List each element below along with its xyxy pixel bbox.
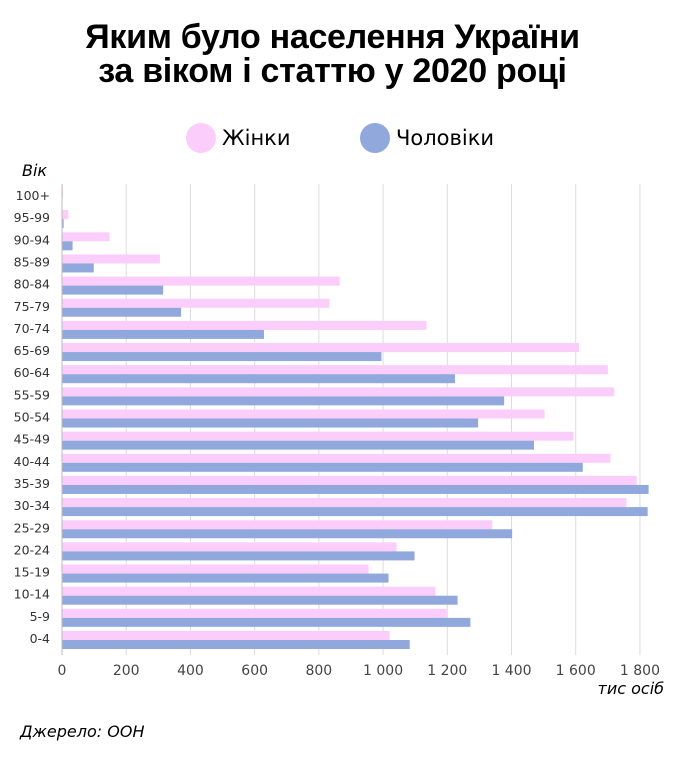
x-tick-label: 400 bbox=[177, 663, 204, 679]
legend-label-men: Чоловіки bbox=[396, 126, 495, 150]
x-tick-label: 1 000 bbox=[363, 663, 403, 679]
y-tick-label: 40-44 bbox=[14, 454, 50, 469]
y-tick-label: 85-89 bbox=[14, 254, 50, 269]
bar-women bbox=[62, 608, 447, 618]
chart-legend: Жінки Чоловіки bbox=[0, 120, 690, 156]
bar-men bbox=[62, 595, 458, 605]
y-tick-label: 45-49 bbox=[14, 432, 50, 447]
y-tick-label: 35-39 bbox=[14, 476, 50, 491]
bar-women bbox=[62, 365, 608, 375]
bar-men bbox=[62, 617, 471, 627]
chart-title: Яким було населення України за віком і с… bbox=[0, 20, 665, 88]
bar-women bbox=[62, 298, 330, 308]
legend-swatch-women bbox=[186, 123, 216, 153]
chart-title-line-2: за віком і статтю у 2020 році bbox=[98, 52, 567, 90]
bar-men bbox=[62, 263, 94, 273]
bar-men bbox=[62, 219, 64, 229]
y-tick-label: 30-34 bbox=[14, 498, 50, 513]
x-axis-label: тис осіб bbox=[598, 679, 665, 698]
legend-item-men: Чоловіки bbox=[360, 120, 494, 156]
bar-women bbox=[62, 232, 110, 242]
bar-men bbox=[62, 440, 534, 450]
bar-women bbox=[62, 475, 637, 485]
bar-women bbox=[62, 210, 69, 220]
y-tick-label: 55-59 bbox=[14, 387, 50, 402]
bar-men bbox=[62, 551, 415, 561]
bar-men bbox=[62, 418, 479, 428]
bar-women bbox=[62, 542, 397, 552]
x-tick-label: 1 800 bbox=[620, 663, 660, 679]
y-tick-label: 20-24 bbox=[14, 542, 50, 557]
bar-women bbox=[62, 631, 390, 640]
bar-men bbox=[62, 484, 649, 494]
bar-women bbox=[62, 343, 579, 353]
bar-men bbox=[62, 307, 182, 317]
y-tick-label: 95-99 bbox=[14, 210, 50, 225]
bar-women bbox=[62, 586, 436, 596]
bar-men bbox=[62, 329, 264, 339]
chart-title-line-1: Яким було населення України bbox=[85, 18, 580, 56]
bar-women bbox=[62, 520, 493, 530]
bar-women bbox=[62, 564, 369, 574]
bar-men bbox=[62, 573, 389, 583]
bar-women bbox=[62, 254, 160, 264]
y-tick-label: 10-14 bbox=[14, 587, 50, 602]
bar-men bbox=[62, 529, 513, 539]
y-tick-label: 80-84 bbox=[14, 277, 50, 292]
bar-women bbox=[62, 320, 427, 330]
bar-women bbox=[62, 498, 627, 508]
x-tick-label: 800 bbox=[305, 663, 332, 679]
y-tick-label: 70-74 bbox=[14, 321, 50, 336]
x-tick-label: 1 200 bbox=[427, 663, 467, 679]
y-tick-label: 100+ bbox=[16, 188, 50, 203]
bar-men bbox=[62, 462, 583, 472]
bar-men bbox=[62, 352, 382, 362]
bar-men bbox=[62, 241, 73, 251]
y-axis-label: Вік bbox=[22, 161, 47, 180]
bar-women bbox=[62, 409, 545, 419]
bar-men bbox=[62, 374, 456, 384]
bar-women bbox=[62, 276, 340, 286]
legend-label-women: Жінки bbox=[222, 126, 291, 150]
legend-item-women: Жінки bbox=[186, 120, 291, 156]
y-tick-label: 0-4 bbox=[30, 631, 50, 646]
bar-men bbox=[62, 640, 410, 649]
population-bar-chart: 0 200 400 600 800 1 000 1 200 1 400 1 600 1 800 Ві… bbox=[14, 161, 665, 698]
bar-women bbox=[62, 431, 574, 441]
x-tick-label: 600 bbox=[241, 663, 268, 679]
y-tick-label: 50-54 bbox=[14, 410, 50, 425]
y-tick-label: 25-29 bbox=[14, 520, 50, 535]
legend-swatch-men bbox=[360, 123, 390, 153]
x-tick-label: 1 600 bbox=[556, 663, 596, 679]
bar-men bbox=[62, 396, 505, 406]
y-tick-label: 60-64 bbox=[14, 365, 50, 380]
y-tick-label: 5-9 bbox=[30, 609, 50, 624]
y-tick-label: 65-69 bbox=[14, 343, 50, 358]
y-tick-label: 75-79 bbox=[14, 299, 50, 314]
bar-men bbox=[62, 507, 648, 517]
bar-women bbox=[62, 453, 611, 463]
source-note: Джерело: ООН bbox=[20, 722, 145, 741]
bar-women bbox=[62, 387, 615, 397]
x-tick-label: 0 bbox=[58, 663, 67, 679]
bar-men bbox=[62, 285, 164, 295]
x-tick-label: 1 400 bbox=[491, 663, 531, 679]
x-tick-label: 200 bbox=[113, 663, 140, 679]
y-tick-label: 90-94 bbox=[14, 232, 50, 247]
y-tick-label: 15-19 bbox=[14, 565, 50, 580]
